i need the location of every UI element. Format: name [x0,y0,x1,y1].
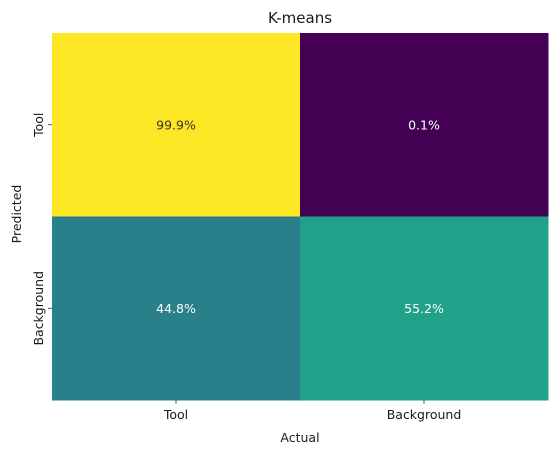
x-tick-label: Background [387,407,462,422]
heatmap-cell-labels: 99.9% 0.1% 44.8% 55.2% [156,117,444,316]
cell-value-label: 55.2% [404,301,444,316]
y-axis-label: Predicted [9,185,24,244]
cell-value-label: 44.8% [156,301,196,316]
x-tick-label: Tool [163,407,188,422]
x-axis-label: Actual [280,430,319,445]
y-axis-ticks: Tool Background [31,113,52,346]
heatmap-cells [52,33,549,401]
heatmap-cell-background-background [300,216,549,401]
x-axis-ticks: Tool Background [163,400,461,422]
y-tick-label: Tool [31,113,46,138]
cell-value-label: 0.1% [408,117,440,132]
y-tick-label: Background [31,271,46,346]
heatmap-cell-tool-tool [52,33,301,217]
chart-title: K-means [268,9,332,27]
cell-value-label: 99.9% [156,117,196,132]
heatmap-cell-background-tool [52,216,301,401]
heatmap-cell-tool-background [300,33,549,217]
